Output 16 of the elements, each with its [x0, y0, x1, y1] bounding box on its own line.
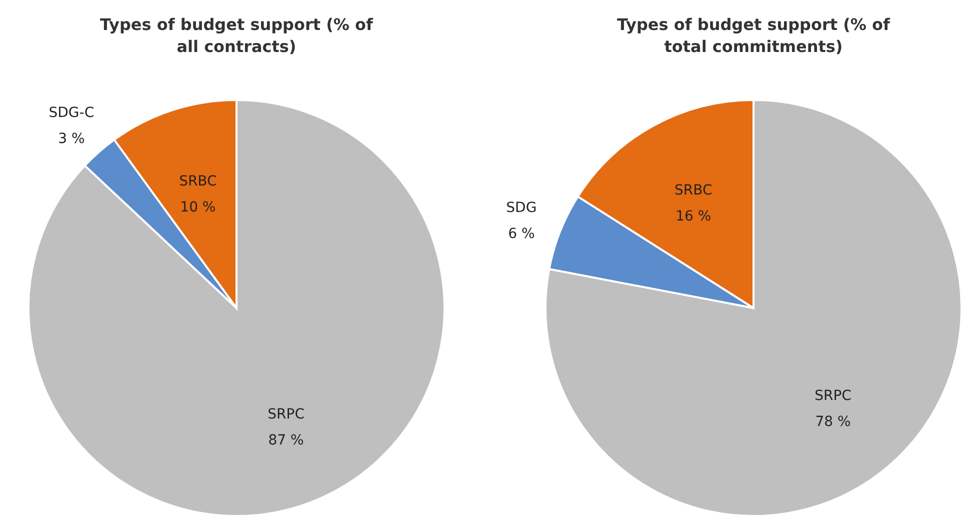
data-label: 10 % [180, 199, 216, 216]
data-label: 6 % [508, 226, 535, 242]
data-label: 3 % [58, 130, 85, 147]
pie-slice [544, 99, 962, 517]
data-label: 78 % [815, 414, 851, 430]
chart-title: Types of budget support (% of all contracts) [100, 15, 374, 56]
pie-slice [28, 99, 446, 517]
slice-label: SRPC [268, 406, 305, 423]
slice-label: SRBC [674, 182, 712, 199]
slice-label: SRPC [814, 388, 852, 404]
slice-label: SRBC [179, 173, 218, 190]
slice-label: SDG [506, 200, 537, 216]
chart-title: Types of budget support (% of total commitments) [617, 15, 892, 56]
data-label: 87 % [268, 432, 304, 449]
data-label: 16 % [676, 208, 712, 225]
slice-label: SDG-C [48, 104, 94, 121]
